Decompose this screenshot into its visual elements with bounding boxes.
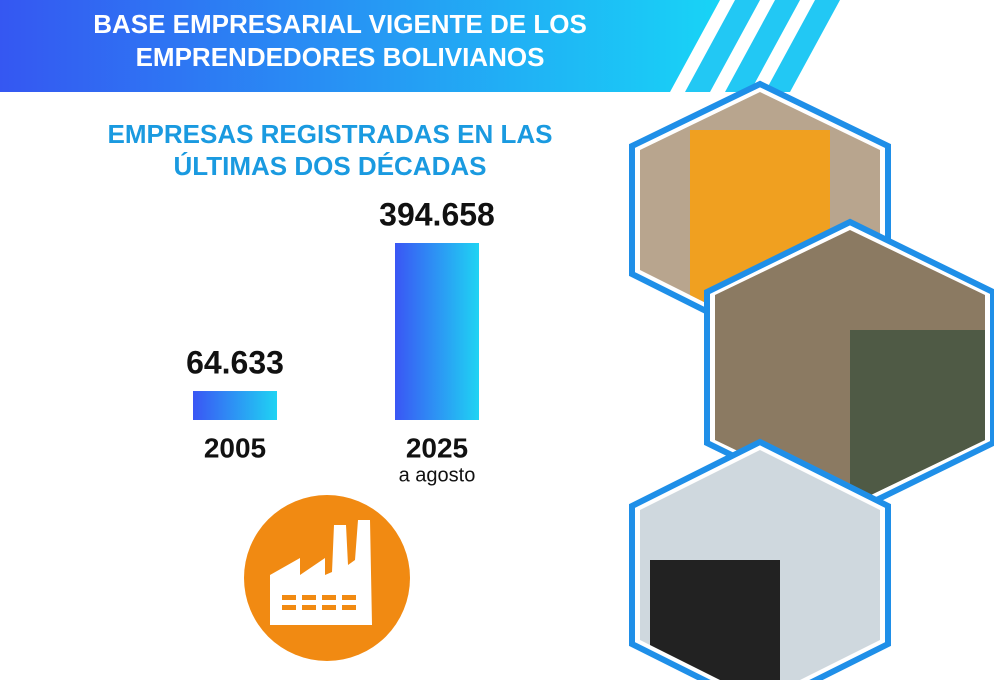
value-label: 64.633: [186, 344, 284, 380]
annotation: a agosto: [399, 464, 476, 486]
category-label: 2025: [406, 432, 468, 463]
title-box: BASE EMPRESARIAL VIGENTE DE LOS EMPRENDE…: [93, 9, 587, 72]
header-stripes: [685, 0, 840, 92]
category-label: 2005: [204, 432, 266, 463]
value-label: 394.658: [379, 196, 495, 232]
bar: [193, 391, 277, 420]
chart-title: BASE EMPRESARIAL VIGENTE DE LOS EMPRENDE…: [93, 9, 587, 72]
bar: [395, 243, 479, 420]
chart-subtitle: EMPRESAS REGISTRADAS EN LAS ÚLTIMAS DOS …: [107, 119, 553, 181]
header-band: [0, 0, 720, 92]
subtitle-box: EMPRESAS REGISTRADAS EN LAS ÚLTIMAS DOS …: [107, 119, 553, 181]
factory-windows: [282, 595, 356, 610]
photo-collage: [629, 80, 994, 680]
